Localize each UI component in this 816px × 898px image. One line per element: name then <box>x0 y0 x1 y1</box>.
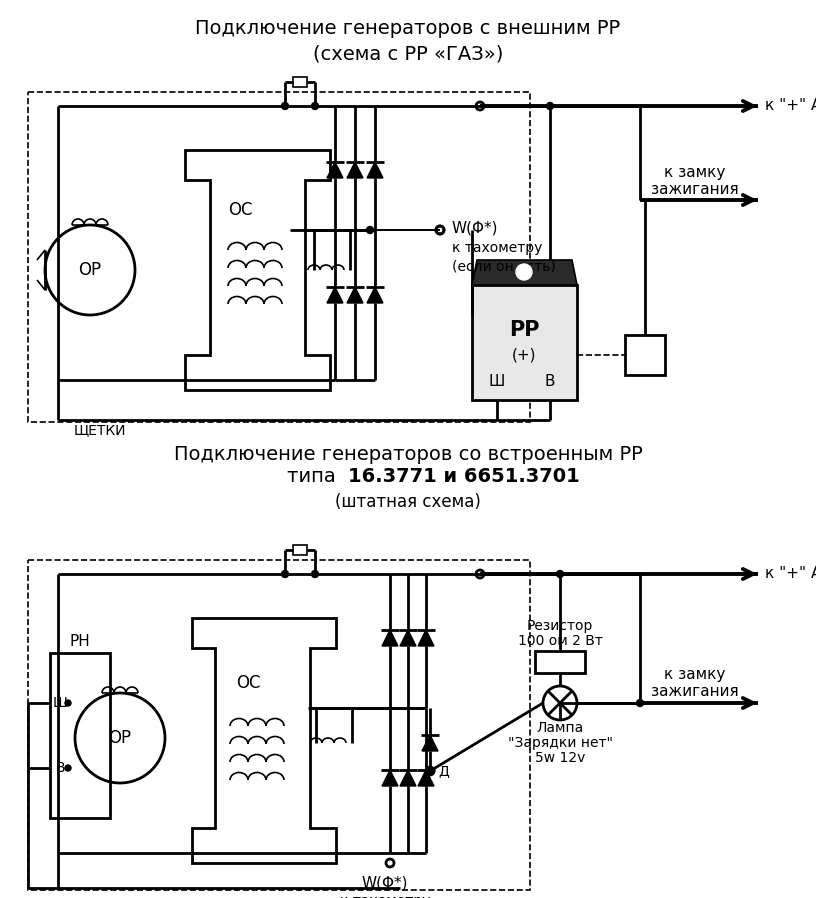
Text: РН: РН <box>69 633 91 648</box>
Text: к замку: к замку <box>664 164 725 180</box>
Polygon shape <box>382 630 398 646</box>
Bar <box>50 653 110 818</box>
Circle shape <box>547 102 553 110</box>
Text: В: В <box>545 374 555 390</box>
Polygon shape <box>367 162 383 178</box>
Polygon shape <box>327 162 343 178</box>
Text: Ш: Ш <box>489 374 505 390</box>
Bar <box>625 335 665 375</box>
Text: Подключение генераторов с внешним РР: Подключение генераторов с внешним РР <box>196 19 620 38</box>
Text: 5w 12v: 5w 12v <box>534 751 585 765</box>
Circle shape <box>427 768 433 774</box>
Polygon shape <box>382 770 398 786</box>
Text: к замку: к замку <box>664 667 725 682</box>
Polygon shape <box>422 735 438 751</box>
Circle shape <box>65 765 71 771</box>
Text: ОР: ОР <box>109 729 131 747</box>
Circle shape <box>312 102 318 110</box>
Text: 100 ом 2 Вт: 100 ом 2 Вт <box>517 634 602 648</box>
Bar <box>28 560 530 890</box>
Text: к тахометру: к тахометру <box>452 241 543 255</box>
Polygon shape <box>347 162 363 178</box>
Text: Д: Д <box>438 764 449 778</box>
Text: Ш: Ш <box>52 696 68 710</box>
Circle shape <box>636 700 644 707</box>
Polygon shape <box>400 770 416 786</box>
Text: Лампа: Лампа <box>536 721 583 735</box>
Text: ОС: ОС <box>236 674 260 692</box>
Bar <box>535 651 585 673</box>
Text: зажигания: зажигания <box>651 684 738 700</box>
Text: W(Φ*): W(Φ*) <box>452 221 499 235</box>
Text: ОР: ОР <box>78 261 101 279</box>
Circle shape <box>366 226 374 233</box>
Text: 16.3771 и 6651.3701: 16.3771 и 6651.3701 <box>348 466 579 486</box>
Circle shape <box>516 264 532 280</box>
Text: ЩЕТКИ: ЩЕТКИ <box>73 423 126 437</box>
Circle shape <box>312 570 318 577</box>
Text: W(Φ*): W(Φ*) <box>361 876 408 891</box>
Text: зажигания: зажигания <box>651 182 738 198</box>
Text: (+): (+) <box>512 348 536 363</box>
Text: РР: РР <box>508 320 539 340</box>
Text: к тахометру: к тахометру <box>339 894 430 898</box>
Bar <box>293 545 307 555</box>
Polygon shape <box>418 630 434 646</box>
Text: (если он есть): (если он есть) <box>452 259 556 273</box>
Bar <box>28 92 530 422</box>
Text: к "+" АКБ: к "+" АКБ <box>765 567 816 582</box>
Polygon shape <box>400 630 416 646</box>
Polygon shape <box>418 770 434 786</box>
Polygon shape <box>367 287 383 303</box>
Text: ОС: ОС <box>228 201 252 219</box>
Text: "Зарядки нет": "Зарядки нет" <box>508 736 613 750</box>
Text: В: В <box>55 761 64 775</box>
Text: типа: типа <box>286 466 348 486</box>
Circle shape <box>65 700 71 706</box>
Text: Резистор: Резистор <box>527 619 593 633</box>
Polygon shape <box>327 287 343 303</box>
Text: (схема с РР «ГАЗ»): (схема с РР «ГАЗ») <box>313 45 503 64</box>
Text: Подключение генераторов со встроенным РР: Подключение генераторов со встроенным РР <box>174 445 642 463</box>
Polygon shape <box>472 260 577 285</box>
Bar <box>293 77 307 87</box>
Text: к "+" АКБ: к "+" АКБ <box>765 99 816 113</box>
Circle shape <box>557 570 564 577</box>
Polygon shape <box>347 287 363 303</box>
Circle shape <box>282 102 289 110</box>
Circle shape <box>282 570 289 577</box>
Text: (штатная схема): (штатная схема) <box>335 493 481 511</box>
Bar <box>472 285 577 400</box>
